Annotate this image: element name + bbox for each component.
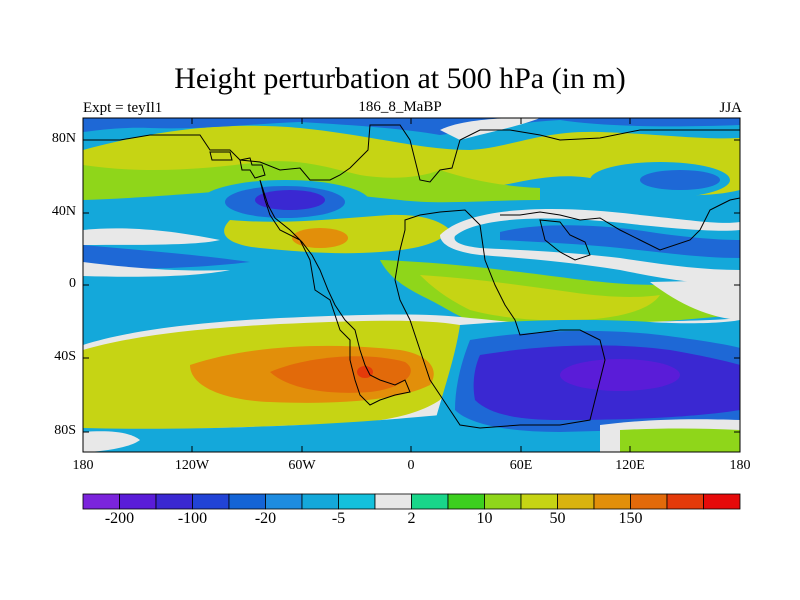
field-polar-lime: [620, 428, 740, 452]
field-pacific-white: [83, 262, 230, 277]
field-north-yellow: [83, 125, 740, 196]
colorbar-swatch: [338, 493, 376, 510]
coastlines: [83, 124, 740, 429]
lon-label-0: 0: [407, 458, 415, 473]
colorbar-swatch: [82, 493, 120, 510]
lon-label-120w: 120W: [174, 458, 210, 473]
colorbar-swatch: [411, 493, 449, 510]
map-title: Height perturbation at 500 hPa (in m): [174, 62, 626, 95]
colorbar-swatch: [119, 493, 157, 510]
colorbar-label: 50: [549, 510, 566, 527]
colorbar-label: -100: [177, 510, 208, 527]
colorbar-swatch: [630, 493, 668, 510]
colorbar-swatch: [374, 493, 412, 510]
height-field: [83, 118, 740, 452]
coast-asia: [500, 197, 740, 251]
season-label: JJA: [719, 100, 742, 116]
field-west-blue-band: [83, 245, 250, 269]
field-east-deep-blue: [500, 225, 740, 258]
coast-north-america: [83, 124, 740, 183]
colorbar-swatch: [666, 493, 704, 510]
colorbar-swatch: [265, 493, 303, 510]
colorbar-label: 2: [407, 510, 416, 527]
field-polar-blue: [83, 415, 440, 452]
field-npac-low: [640, 170, 720, 190]
coast-americas-west: [259, 179, 411, 406]
field-indian-core: [560, 359, 680, 391]
colorbar-label: -5: [331, 510, 346, 527]
colorbar-swatch: [520, 493, 558, 510]
colorbar: [82, 493, 741, 510]
experiment-label: Expt = teyIl1: [83, 100, 163, 116]
lon-label-180w: 180: [72, 458, 94, 473]
axis-ticks: [82, 118, 741, 452]
field-south-max: [357, 366, 373, 378]
field-equator-white: [650, 280, 740, 320]
field-north-white: [440, 118, 540, 140]
colorbar-label: -200: [104, 510, 135, 527]
colorbar-swatch: [484, 493, 522, 510]
coast-europe-africa: [394, 209, 606, 429]
coast-australia: [539, 219, 591, 261]
field-euro-low-core: [255, 190, 325, 210]
lat-label-80s: 80S: [54, 423, 76, 438]
lat-label-0: 0: [69, 276, 76, 291]
field-polar-white: [83, 431, 140, 452]
colorbar-swatch: [155, 493, 193, 510]
lon-label-60e: 60E: [509, 458, 533, 473]
period-label: 186_8_MaBP: [358, 99, 442, 115]
colorbar-label: 150: [618, 510, 643, 527]
colorbar-swatch: [557, 493, 595, 510]
coast-arctic-islands: [209, 151, 266, 179]
colorbar-swatch: [228, 493, 266, 510]
lon-label-180e: 180: [729, 458, 751, 473]
lat-label-40n: 40N: [51, 204, 76, 219]
colorbar-swatch: [301, 493, 339, 510]
lon-label-120e: 120E: [615, 458, 645, 473]
field-atlantic-orange: [292, 228, 348, 248]
field-south-red-orange: [270, 356, 411, 393]
colorbar-label: -20: [254, 510, 277, 527]
lat-label-40s: 40S: [54, 349, 76, 364]
colorbar-swatch: [447, 493, 485, 510]
colorbar-swatch: [703, 493, 741, 510]
field-west-white: [83, 228, 220, 245]
field-equator-yellow: [420, 275, 660, 321]
lon-label-60w: 60W: [288, 458, 316, 473]
field-north-deep-blue: [83, 118, 740, 135]
colorbar-swatch: [593, 493, 631, 510]
lat-label-80n: 80N: [51, 131, 76, 146]
colorbar-swatch: [192, 493, 230, 510]
colorbar-label: 10: [476, 510, 493, 527]
